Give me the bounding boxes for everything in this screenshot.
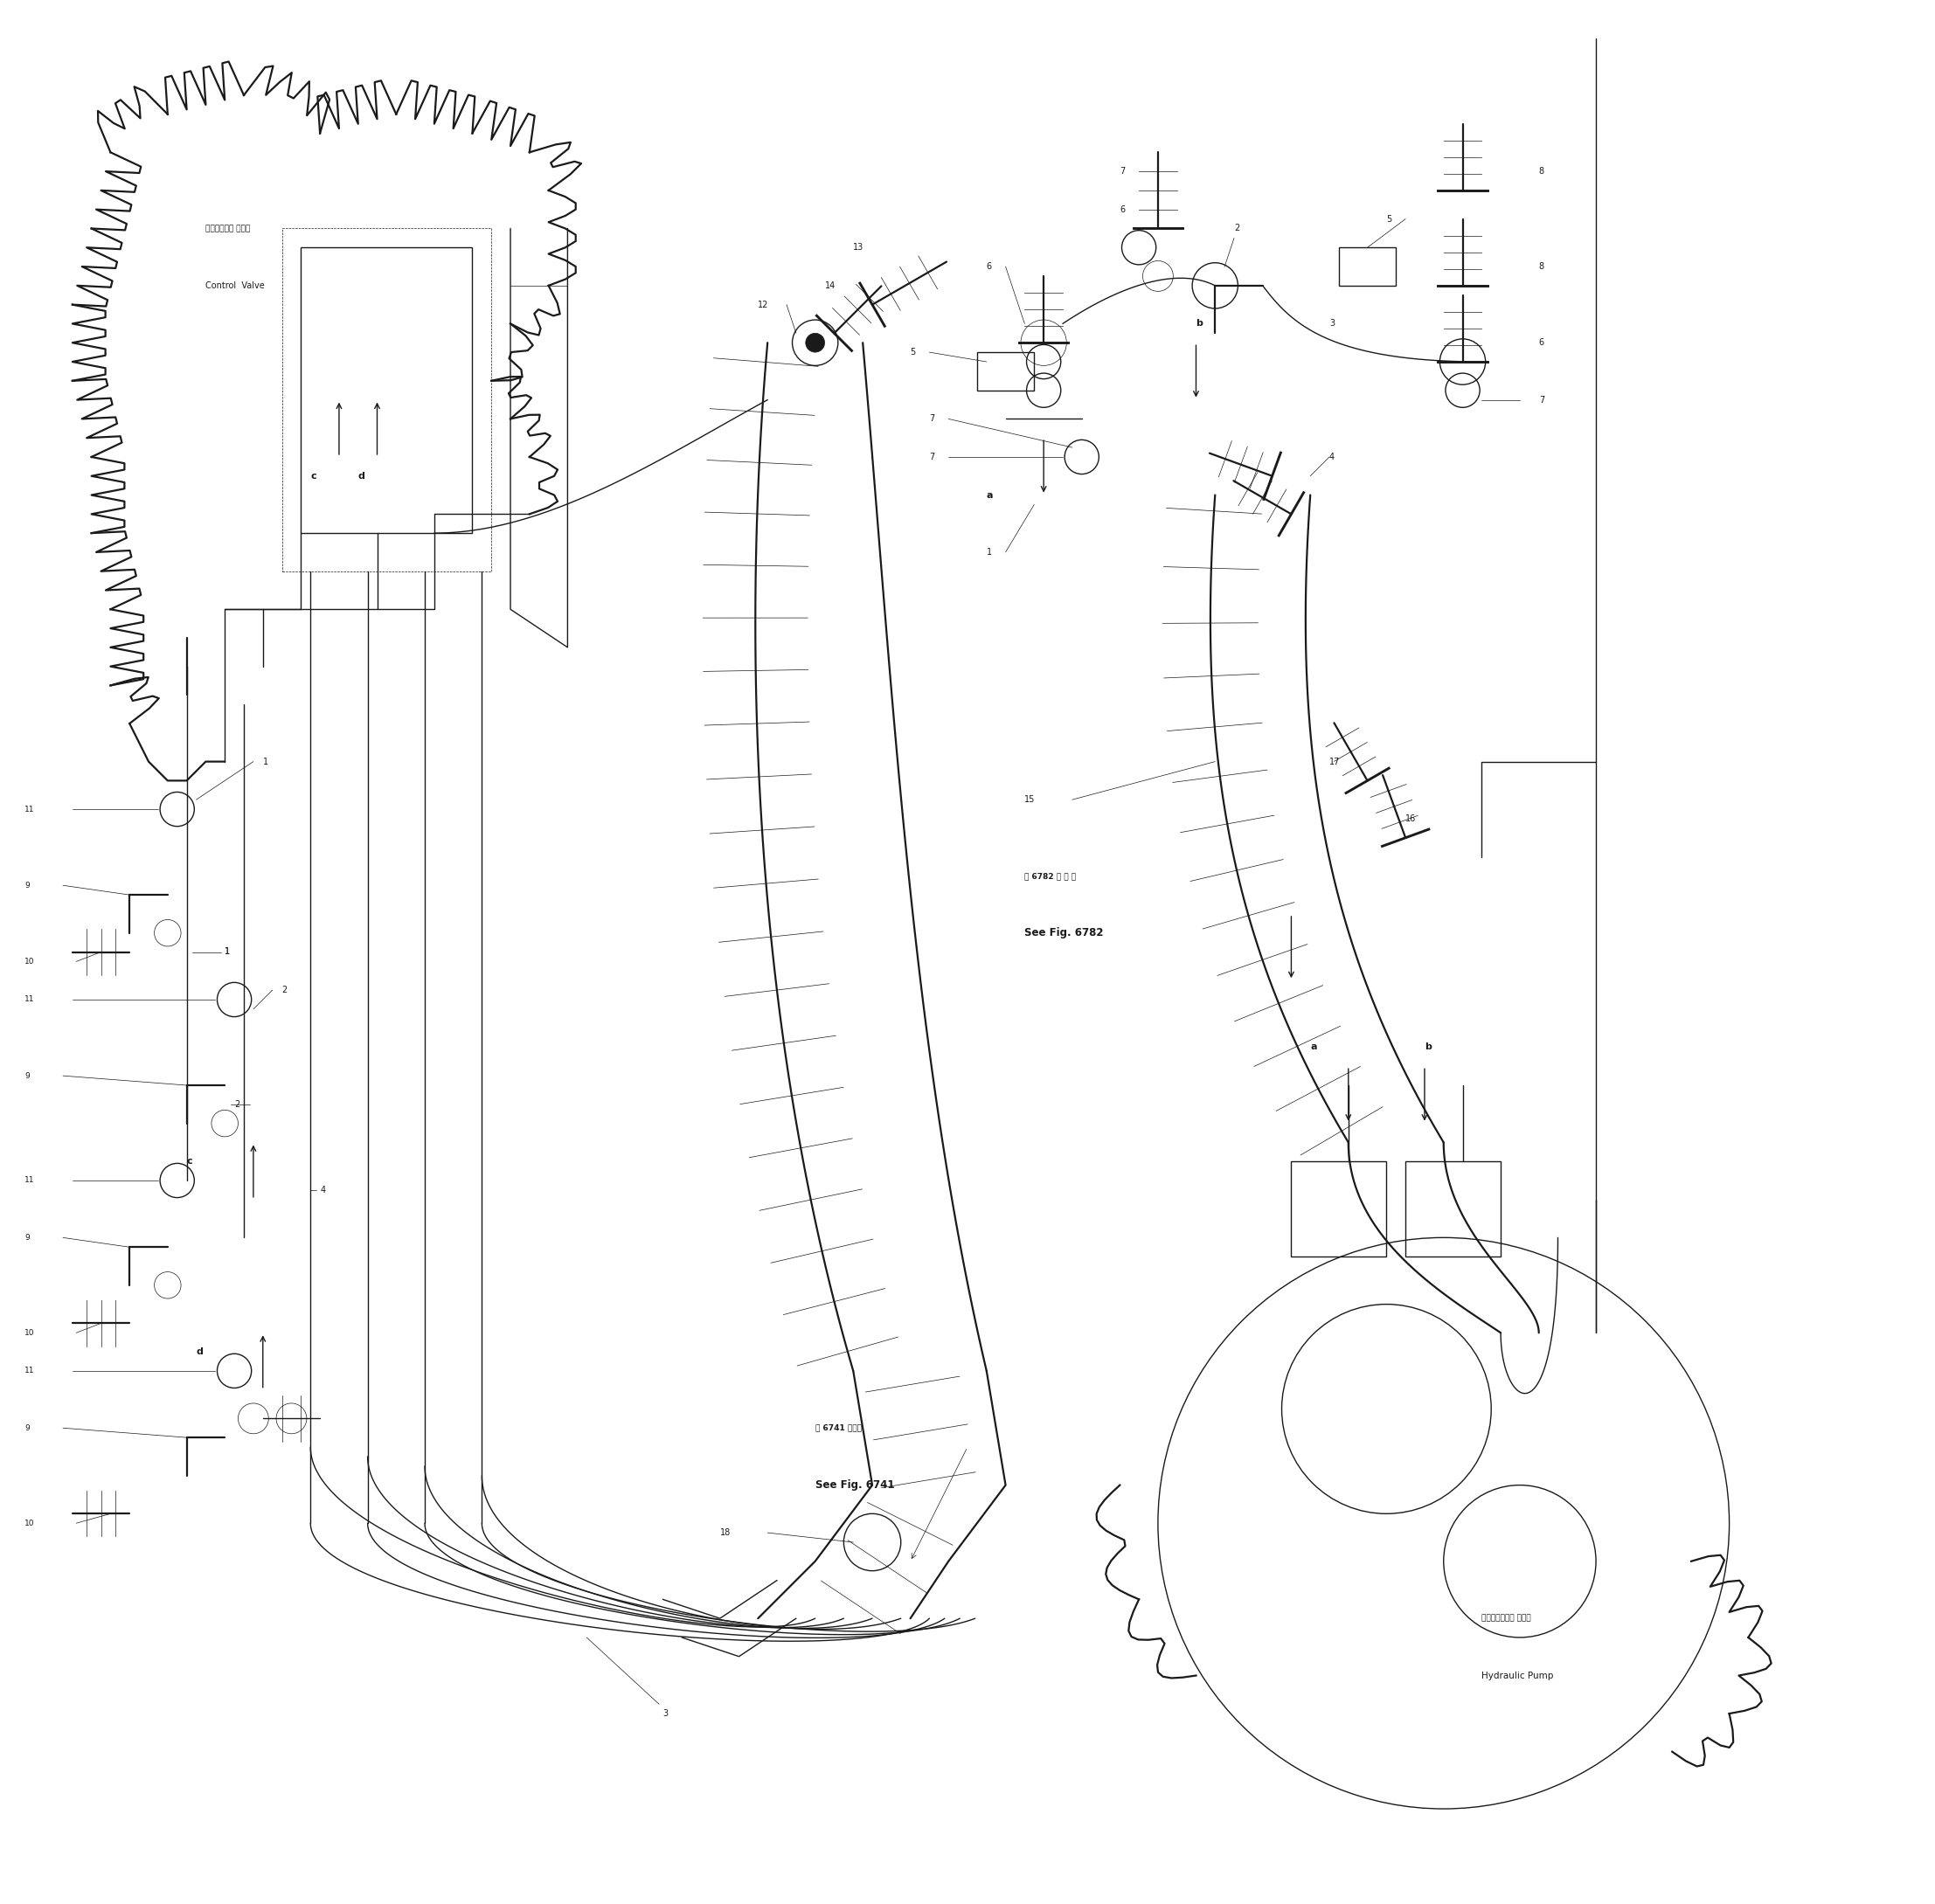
Text: 7: 7 bbox=[1538, 396, 1544, 404]
Text: 5: 5 bbox=[909, 348, 915, 356]
Text: b: b bbox=[1424, 1043, 1432, 1051]
Text: 13: 13 bbox=[853, 244, 863, 251]
Text: b: b bbox=[1196, 320, 1204, 327]
Text: 3: 3 bbox=[1329, 320, 1335, 327]
Text: 2: 2 bbox=[1235, 225, 1240, 232]
Text: 14: 14 bbox=[824, 282, 836, 289]
Text: 9: 9 bbox=[25, 1234, 29, 1241]
Text: 4: 4 bbox=[319, 1186, 325, 1194]
Bar bbox=[302, 248, 472, 533]
Text: 2: 2 bbox=[234, 1101, 240, 1108]
Text: 5: 5 bbox=[1387, 215, 1391, 223]
Text: 18: 18 bbox=[720, 1529, 731, 1537]
Text: Control  Valve: Control Valve bbox=[205, 282, 265, 289]
Text: 11: 11 bbox=[25, 805, 35, 813]
Text: See Fig. 6782: See Fig. 6782 bbox=[1026, 927, 1103, 939]
Text: 10: 10 bbox=[25, 1329, 35, 1337]
Text: 16: 16 bbox=[1405, 815, 1416, 823]
Bar bbox=[283, 228, 491, 571]
Text: 8: 8 bbox=[1538, 263, 1544, 270]
Text: 2: 2 bbox=[283, 986, 288, 994]
Text: 7: 7 bbox=[1120, 168, 1126, 175]
Text: 8: 8 bbox=[1538, 168, 1544, 175]
Text: a: a bbox=[1310, 1043, 1318, 1051]
Text: 17: 17 bbox=[1329, 758, 1341, 765]
Text: 11: 11 bbox=[25, 1177, 35, 1184]
Text: 9: 9 bbox=[25, 1424, 29, 1432]
Text: 1: 1 bbox=[224, 948, 230, 956]
Text: 9: 9 bbox=[25, 882, 29, 889]
Text: Hydraulic Pump: Hydraulic Pump bbox=[1482, 1672, 1554, 1679]
Text: See Fig. 6741: See Fig. 6741 bbox=[815, 1479, 894, 1491]
Text: c: c bbox=[186, 1158, 192, 1165]
Text: コントロール バルブ: コントロール バルブ bbox=[205, 225, 250, 232]
Text: 15: 15 bbox=[1026, 796, 1035, 803]
Text: 6: 6 bbox=[1538, 339, 1544, 347]
Text: d: d bbox=[358, 472, 366, 480]
Text: 11: 11 bbox=[25, 1367, 35, 1375]
Text: 12: 12 bbox=[759, 301, 768, 308]
Text: 6: 6 bbox=[987, 263, 993, 270]
Text: d: d bbox=[195, 1348, 203, 1356]
Text: 6: 6 bbox=[1120, 206, 1126, 213]
Text: 1: 1 bbox=[263, 758, 269, 765]
Text: 11: 11 bbox=[25, 996, 35, 1003]
Text: 第 6741 図参照: 第 6741 図参照 bbox=[815, 1424, 861, 1432]
Text: 1: 1 bbox=[224, 948, 230, 956]
Text: a: a bbox=[987, 491, 993, 499]
Bar bbox=[1339, 248, 1395, 286]
Bar bbox=[1405, 1161, 1502, 1257]
Bar bbox=[1291, 1161, 1387, 1257]
Text: 7: 7 bbox=[929, 415, 935, 423]
Text: c: c bbox=[310, 472, 315, 480]
Text: 4: 4 bbox=[1329, 453, 1335, 461]
Text: ハイドロリック ポンプ: ハイドロリック ポンプ bbox=[1482, 1615, 1531, 1622]
Circle shape bbox=[805, 333, 824, 352]
Text: 第 6782 図 参 照: 第 6782 図 参 照 bbox=[1026, 872, 1076, 880]
Text: 10: 10 bbox=[25, 958, 35, 965]
Text: 10: 10 bbox=[25, 1519, 35, 1527]
Text: 7: 7 bbox=[929, 453, 935, 461]
Text: 9: 9 bbox=[25, 1072, 29, 1080]
Bar bbox=[977, 352, 1033, 390]
Text: 1: 1 bbox=[987, 548, 993, 556]
Text: 3: 3 bbox=[664, 1710, 668, 1717]
